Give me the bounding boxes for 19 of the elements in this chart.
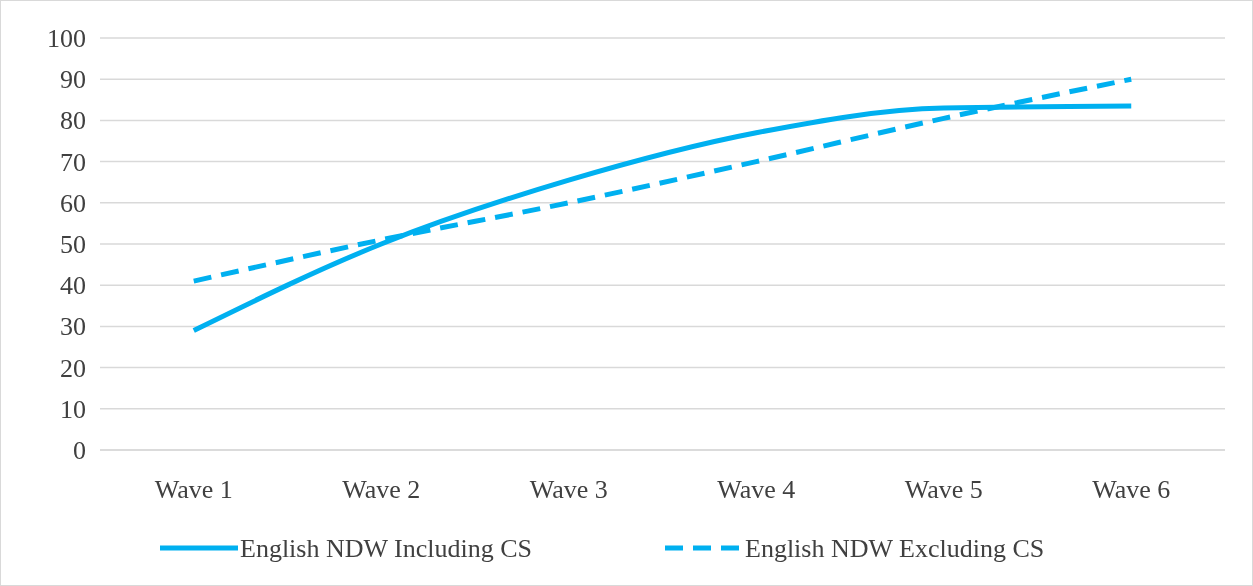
- x-tick-label: Wave 4: [717, 475, 796, 504]
- x-tick-label: Wave 2: [342, 475, 421, 504]
- x-tick-label: Wave 3: [529, 475, 608, 504]
- y-tick-label: 70: [60, 147, 86, 177]
- y-tick-label: 100: [47, 24, 86, 53]
- y-tick-label: 10: [60, 394, 86, 424]
- y-tick-label: 90: [60, 65, 86, 95]
- y-tick-label: 50: [60, 230, 86, 259]
- y-tick-label: 60: [60, 188, 86, 218]
- y-tick-label: 80: [60, 106, 86, 136]
- y-tick-label: 30: [60, 312, 86, 342]
- x-tick-label: Wave 1: [154, 475, 233, 504]
- y-tick-label: 20: [60, 353, 86, 383]
- legend-label: English NDW Excluding CS: [745, 534, 1045, 563]
- legend-label: English NDW Including CS: [240, 534, 533, 563]
- x-tick-label: Wave 6: [1092, 475, 1171, 504]
- x-tick-label: Wave 5: [904, 475, 983, 504]
- y-tick-label: 0: [73, 436, 86, 465]
- y-tick-label: 40: [60, 271, 86, 301]
